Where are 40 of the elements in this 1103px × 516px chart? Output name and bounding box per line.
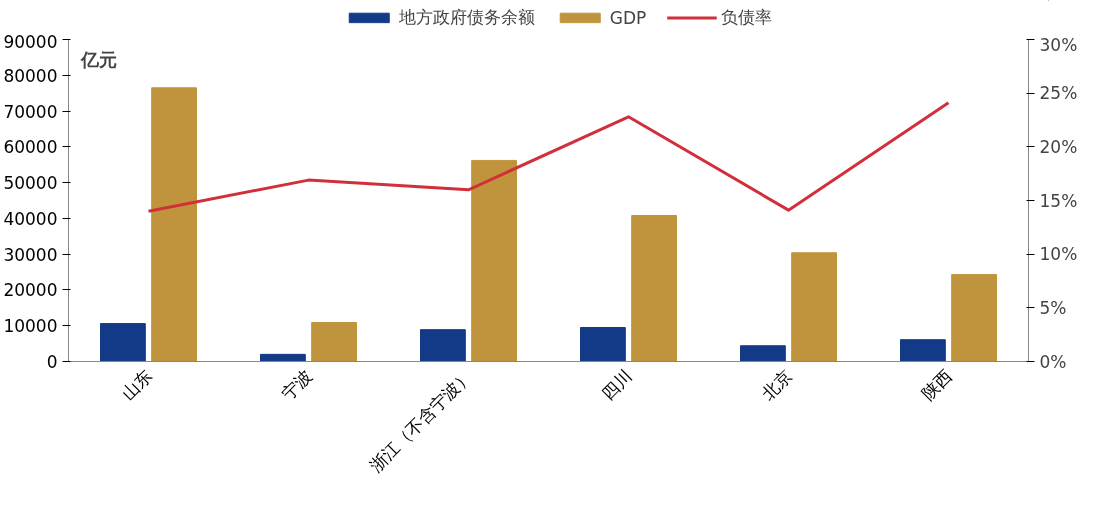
- y-tick-label: 0: [46, 352, 58, 372]
- x-tick-label: 浙江（不含宁波）: [365, 365, 476, 476]
- y-tick-label: 20000: [3, 280, 58, 301]
- x-tick-label: 宁波: [277, 365, 316, 404]
- bar: [740, 345, 786, 362]
- x-tick-label: 山东: [117, 365, 156, 404]
- y-tick-label: 10000: [3, 316, 58, 337]
- bar: [580, 327, 626, 362]
- bar: [631, 215, 677, 362]
- y-tick-label: 50000: [3, 173, 58, 194]
- bar: [100, 323, 146, 362]
- bar: [791, 252, 837, 362]
- x-tick-label: 四川: [597, 365, 636, 404]
- legend-label: 地方政府债务余额: [398, 5, 535, 29]
- y-tick-label: 80000: [3, 65, 58, 86]
- y-tick-label: 60000: [3, 137, 58, 158]
- bar: [311, 322, 357, 362]
- y-tick-label: 90000: [3, 31, 58, 52]
- annotation: 亿元: [80, 48, 118, 70]
- line-series: [147, 101, 950, 213]
- y2-tick-label: 20%: [1039, 136, 1078, 157]
- y2-tick-label: 25%: [1039, 83, 1078, 104]
- y2-tick-label: 30%: [1039, 34, 1078, 55]
- bar: [900, 339, 946, 362]
- x-tick-label: 陕西: [917, 365, 956, 404]
- y2-tick-label: 10%: [1039, 244, 1078, 265]
- bar: [951, 274, 997, 362]
- legend-label: 负债率: [721, 5, 773, 29]
- bar: [151, 87, 197, 362]
- bar: [260, 353, 306, 362]
- y-tick-label: 70000: [3, 101, 58, 122]
- y2-tick-label: 5%: [1039, 297, 1067, 318]
- bar: [471, 159, 517, 362]
- y2-tick-label: 0%: [1039, 351, 1067, 372]
- y-tick-label: 40000: [3, 208, 58, 229]
- legend-label: GDP: [609, 7, 647, 27]
- y-tick-label: 30000: [3, 244, 58, 265]
- bar: [420, 329, 466, 362]
- y2-tick-label: 15%: [1039, 190, 1078, 211]
- x-tick-label: 北京: [757, 365, 796, 404]
